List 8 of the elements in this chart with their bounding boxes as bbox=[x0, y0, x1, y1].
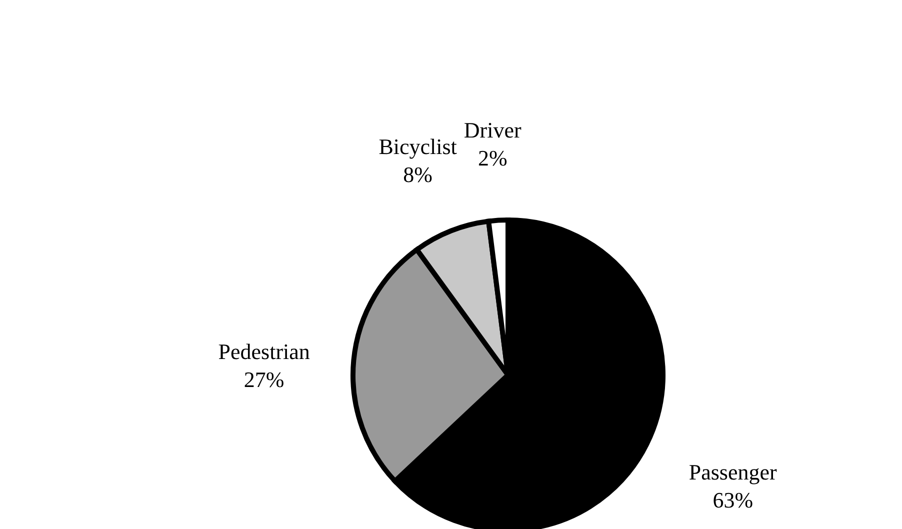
data-label: 2% bbox=[478, 145, 508, 170]
data-label: 8% bbox=[403, 162, 432, 188]
slice-label: Bicyclist bbox=[378, 134, 457, 160]
data-label: 27% bbox=[244, 366, 284, 392]
data-label: 63% bbox=[712, 487, 754, 512]
slice-label: Pedestrian bbox=[218, 338, 310, 364]
slice-label: Driver bbox=[464, 117, 522, 142]
slice-label: Passenger bbox=[688, 459, 778, 484]
